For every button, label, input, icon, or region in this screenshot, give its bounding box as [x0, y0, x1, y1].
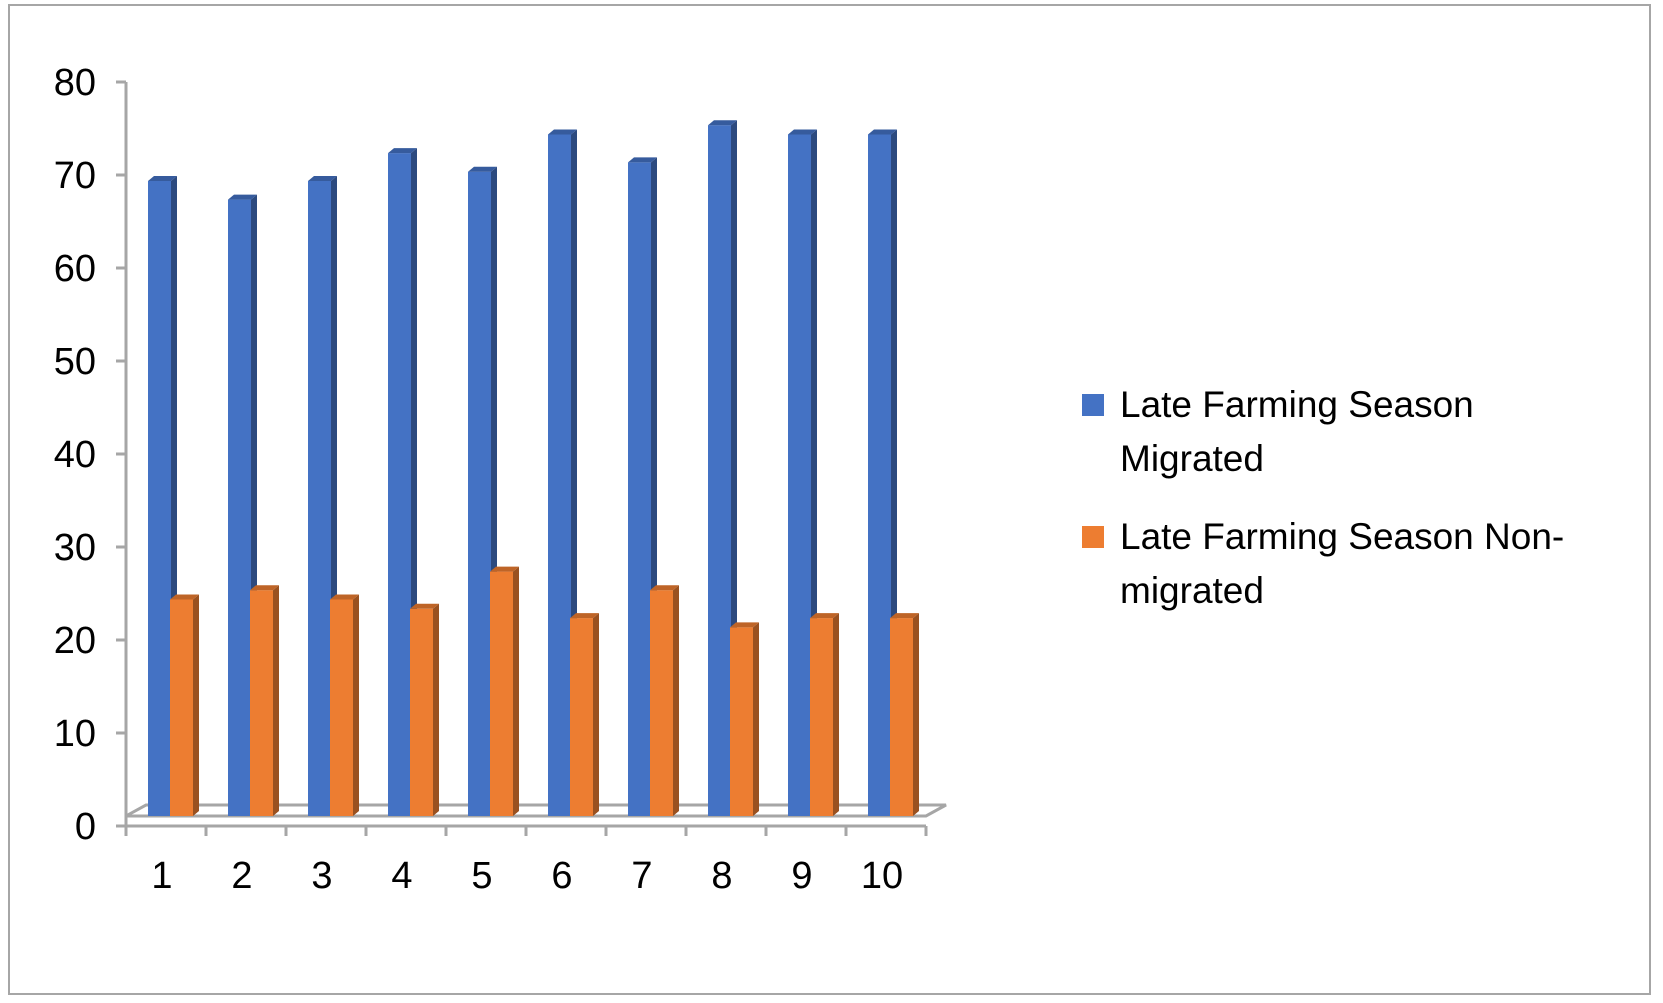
bar-non-migrated-top	[570, 613, 599, 619]
y-axis: 0 10 20 30 40 50 60 70 80	[54, 62, 928, 848]
y-tick-label: 50	[54, 341, 96, 383]
bar-non-migrated-front	[490, 571, 513, 816]
bar-migrated-front	[628, 162, 651, 816]
x-tick-label: 6	[551, 855, 572, 897]
bar-non-migrated-top	[330, 594, 359, 600]
chart-frame	[8, 4, 1651, 995]
bar-migrated-top	[468, 166, 497, 172]
bar-non-migrated-front	[570, 618, 593, 816]
bar-non-migrated	[730, 622, 759, 816]
x-tick-label: 10	[861, 855, 903, 897]
bar-non-migrated	[330, 594, 359, 816]
legend-label: Late Farming Season Non-migrated	[1120, 516, 1565, 611]
bar-migrated-top	[308, 176, 337, 181]
legend-swatch-blue	[1082, 394, 1104, 416]
bar-non-migrated-front	[410, 608, 433, 816]
bar-non-migrated-front	[330, 599, 353, 816]
bar-non-migrated-front	[890, 618, 913, 816]
bar-non-migrated	[410, 603, 439, 816]
bar-non-migrated-front	[250, 590, 273, 816]
bar-migrated-front	[548, 134, 571, 816]
bar-migrated-front	[308, 181, 331, 816]
bars	[148, 120, 919, 817]
bar-migrated-front	[788, 134, 811, 816]
bar-non-migrated-top	[890, 613, 919, 619]
x-tick-label: 3	[311, 855, 332, 897]
bar-migrated-front	[228, 199, 251, 817]
bar-non-migrated	[810, 613, 839, 816]
y-tick-label: 80	[54, 62, 96, 104]
bar-non-migrated	[250, 585, 279, 816]
y-tick-label: 40	[54, 434, 96, 476]
legend-item-non-migrated: Late Farming Season Non-migrated	[1082, 510, 1602, 618]
bar-non-migrated-front	[650, 590, 673, 816]
legend-item-migrated: Late Farming Season Migrated	[1082, 378, 1602, 486]
bar-non-migrated-side	[593, 613, 599, 816]
bar-non-migrated-front	[810, 618, 833, 816]
x-tick-label: 1	[151, 855, 172, 897]
bar-non-migrated-top	[810, 613, 839, 619]
x-tick-label: 2	[231, 855, 252, 897]
bar-migrated-top	[708, 120, 737, 126]
x-tick-label: 9	[791, 855, 812, 897]
bar-non-migrated-side	[193, 594, 199, 816]
y-tick-label: 20	[54, 620, 96, 662]
bar-non-migrated-top	[650, 585, 679, 591]
bar-non-migrated-side	[513, 566, 519, 816]
bar-migrated-front	[868, 134, 891, 816]
y-tick-label: 60	[54, 248, 96, 290]
bar-migrated-front	[148, 181, 171, 816]
bar-migrated-front	[708, 125, 731, 816]
bar-non-migrated-top	[170, 594, 199, 600]
bar-non-migrated-side	[353, 594, 359, 816]
bar-migrated-top	[548, 129, 577, 135]
x-tick-label: 5	[471, 855, 492, 897]
bar-non-migrated	[170, 594, 199, 816]
bar-non-migrated-side	[273, 585, 279, 816]
bar-non-migrated-top	[490, 566, 519, 572]
bar-non-migrated-side	[753, 622, 759, 816]
bar-migrated-top	[868, 129, 897, 135]
bar-non-migrated-top	[730, 622, 759, 628]
bar-non-migrated-side	[833, 613, 839, 816]
y-tick-label: 0	[75, 806, 96, 848]
bar-non-migrated-top	[250, 585, 279, 591]
bar-non-migrated	[570, 613, 599, 816]
legend-swatch-orange	[1082, 526, 1104, 548]
bar-migrated-top	[788, 129, 817, 135]
bar-non-migrated-side	[433, 603, 439, 816]
x-tick-label: 7	[631, 855, 652, 897]
bar-migrated-top	[228, 194, 257, 200]
bar-non-migrated-side	[913, 613, 919, 816]
x-axis-labels: 1 2 3 4 5 6 7 8 9 10	[151, 855, 903, 897]
legend-label: Late Farming Season Migrated	[1120, 384, 1474, 479]
bar-non-migrated	[650, 585, 679, 816]
y-tick-label: 10	[54, 713, 96, 755]
y-tick-label: 70	[54, 155, 96, 197]
bar-migrated-top	[388, 148, 417, 154]
bar-non-migrated-side	[673, 585, 679, 816]
bar-non-migrated-front	[170, 599, 193, 816]
bar-non-migrated-top	[410, 603, 439, 609]
bar-migrated-front	[468, 171, 491, 816]
bar-non-migrated	[890, 613, 919, 816]
bar-non-migrated-front	[730, 627, 753, 816]
bar-migrated-top	[148, 176, 177, 181]
legend: Late Farming Season Migrated Late Farmin…	[1082, 378, 1602, 642]
bar-migrated-front	[388, 153, 411, 817]
x-tick-label: 4	[391, 855, 412, 897]
y-tick-label: 30	[54, 527, 96, 569]
x-tick-label: 8	[711, 855, 732, 897]
bar-non-migrated	[490, 566, 519, 816]
bar-migrated-top	[628, 157, 657, 163]
